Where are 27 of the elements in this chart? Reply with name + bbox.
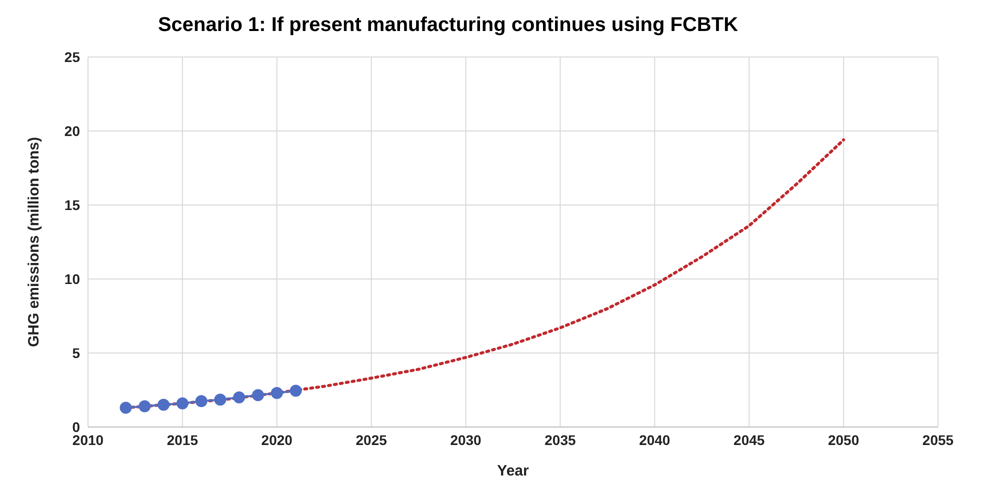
point (290, 384, 302, 397)
y-tick-label: 5 (72, 344, 80, 361)
point (252, 389, 264, 402)
point (138, 400, 151, 412)
x-axis-title: Year (497, 462, 530, 480)
x-tick-label: 2050 (828, 432, 860, 448)
x-tick-label: 2040 (639, 432, 670, 448)
chart-title: Scenario 1: If present manufacturing continues using FCBTK (156, 14, 740, 37)
point (176, 397, 188, 410)
y-tick-label: 10 (64, 270, 80, 287)
x-tick-label: 2055 (922, 432, 954, 448)
point (214, 394, 226, 406)
point (120, 402, 132, 414)
point (195, 395, 208, 408)
x-tick-label: 2020 (261, 432, 293, 448)
x-tick-label: 2030 (450, 432, 482, 448)
y-tick-label: 25 (64, 48, 80, 65)
point (270, 386, 283, 399)
x-tick-label: 2025 (356, 432, 388, 448)
point (158, 398, 170, 411)
y-tick-label: 15 (64, 196, 80, 213)
x-tick-label: 2045 (734, 432, 765, 448)
y-tick-label: 20 (64, 122, 80, 139)
x-tick-label: 2015 (166, 432, 198, 448)
x-tick-label: 2035 (544, 432, 576, 448)
y-axis-title: GHG emissions (million tons) (25, 136, 42, 348)
point (233, 391, 246, 404)
